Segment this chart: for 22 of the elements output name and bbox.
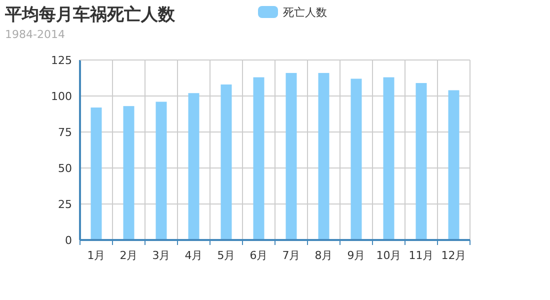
x-tick-label: 4月 — [184, 249, 203, 262]
x-tick-label: 8月 — [314, 249, 333, 262]
x-tick-label: 10月 — [376, 249, 402, 262]
chart-subtitle: 1984-2014 — [5, 28, 65, 41]
chart-title: 平均每月车祸死亡人数 — [4, 5, 176, 25]
y-tick-label: 0 — [65, 234, 72, 247]
y-tick-label: 25 — [58, 198, 72, 211]
legend-label: 死亡人数 — [283, 6, 327, 19]
x-tick-label: 3月 — [152, 249, 170, 262]
x-tick-label: 9月 — [347, 249, 366, 262]
y-tick-label: 100 — [51, 90, 72, 103]
x-tick-label: 7月 — [282, 249, 300, 262]
x-tick-label: 5月 — [217, 249, 236, 262]
legend: 死亡人数 — [258, 6, 327, 19]
x-tick-label: 12月 — [441, 249, 466, 262]
x-tick-label: 6月 — [250, 249, 268, 262]
x-tick-label: 2月 — [120, 249, 138, 262]
x-tick-label: 1月 — [87, 249, 106, 262]
y-tick-label: 75 — [58, 126, 72, 139]
y-tick-label: 50 — [58, 162, 72, 175]
x-tick-label: 11月 — [408, 249, 434, 262]
y-tick-label: 125 — [51, 54, 72, 67]
